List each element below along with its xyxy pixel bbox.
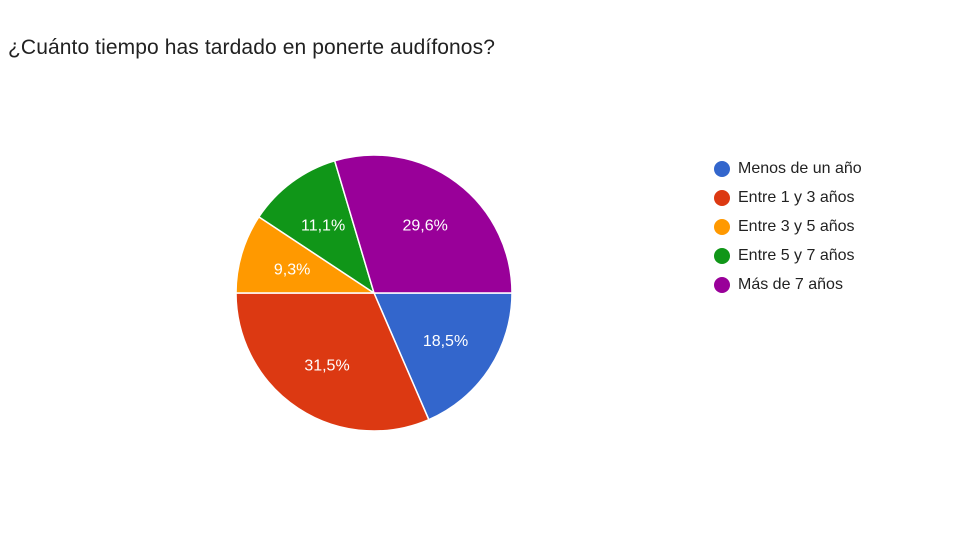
legend-label: Más de 7 años — [738, 275, 843, 293]
legend-item-mas-de-7[interactable]: Más de 7 años — [714, 270, 862, 299]
legend-label: Menos de un año — [738, 159, 862, 177]
slice-percentage-label: 9,3% — [274, 261, 310, 278]
pie-slice[interactable] — [372, 292, 513, 421]
slice-percentage-label: 29,6% — [403, 217, 448, 234]
chart-legend: Menos de un año Entre 1 y 3 años Entre 3… — [714, 154, 862, 299]
legend-swatch-icon — [714, 276, 730, 293]
slice-percentage-label: 31,5% — [304, 358, 349, 375]
pie-slice[interactable] — [333, 154, 513, 294]
legend-swatch-icon — [714, 247, 730, 264]
pie-slices — [235, 154, 513, 432]
legend-item-menos-de-un-ano[interactable]: Menos de un año — [714, 154, 862, 183]
legend-label: Entre 5 y 7 años — [738, 246, 855, 264]
pie-slice[interactable] — [235, 292, 430, 432]
legend-swatch-icon — [714, 189, 730, 206]
slice-percentage-label: 18,5% — [423, 333, 468, 350]
legend-label: Entre 3 y 5 años — [738, 217, 855, 235]
legend-item-entre-1-y-3[interactable]: Entre 1 y 3 años — [714, 183, 862, 212]
chart-title: ¿Cuánto tiempo has tardado en ponerte au… — [8, 36, 495, 59]
pie-slice[interactable] — [235, 215, 377, 294]
pie-slice[interactable] — [257, 159, 376, 295]
legend-swatch-icon — [714, 218, 730, 235]
legend-item-entre-3-y-5[interactable]: Entre 3 y 5 años — [714, 212, 862, 241]
legend-label: Entre 1 y 3 años — [738, 188, 855, 206]
legend-item-entre-5-y-7[interactable]: Entre 5 y 7 años — [714, 241, 862, 270]
legend-swatch-icon — [714, 160, 730, 177]
slice-percentage-label: 11,1% — [301, 217, 345, 234]
pie-slice-labels: 18,5% 31,5% 9,3% 11,1% 29,6% — [274, 217, 468, 374]
